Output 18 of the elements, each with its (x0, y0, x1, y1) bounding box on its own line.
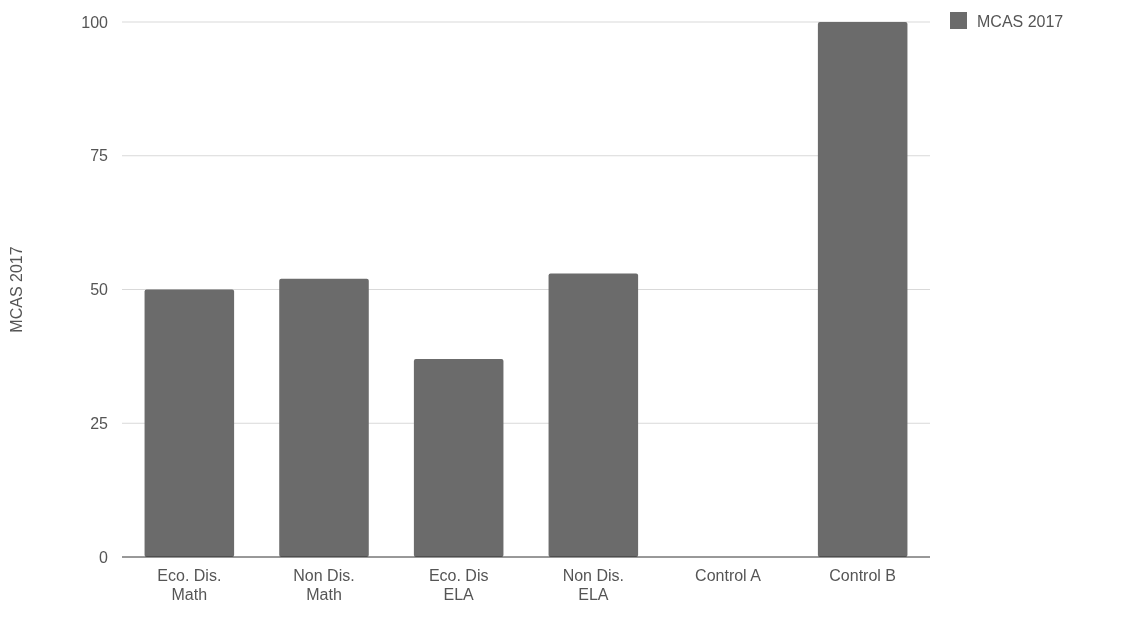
bar (817, 22, 908, 557)
x-tick-label: Non Dis. Math (293, 567, 355, 603)
y-tick-label: 100 (81, 13, 109, 31)
x-tick-label: Control A (695, 567, 762, 584)
x-tick-label: Eco. Dis. Math (157, 567, 222, 603)
y-tick-label: 25 (90, 414, 109, 432)
x-tick-label: Control B (829, 567, 897, 584)
bar (279, 278, 369, 557)
y-axis-title: MCAS 2017 (8, 246, 25, 333)
x-tick-label: Non Dis. ELA (562, 567, 625, 603)
bar (144, 289, 235, 557)
y-tick-label: 50 (90, 281, 109, 299)
legend-label: MCAS 2017 (977, 12, 1064, 30)
y-tick-label: 0 (99, 548, 109, 566)
y-tick-label: 75 (90, 147, 109, 165)
bar (413, 359, 504, 557)
bar (548, 273, 639, 557)
x-tick-label: Eco. Dis ELA (428, 567, 489, 603)
